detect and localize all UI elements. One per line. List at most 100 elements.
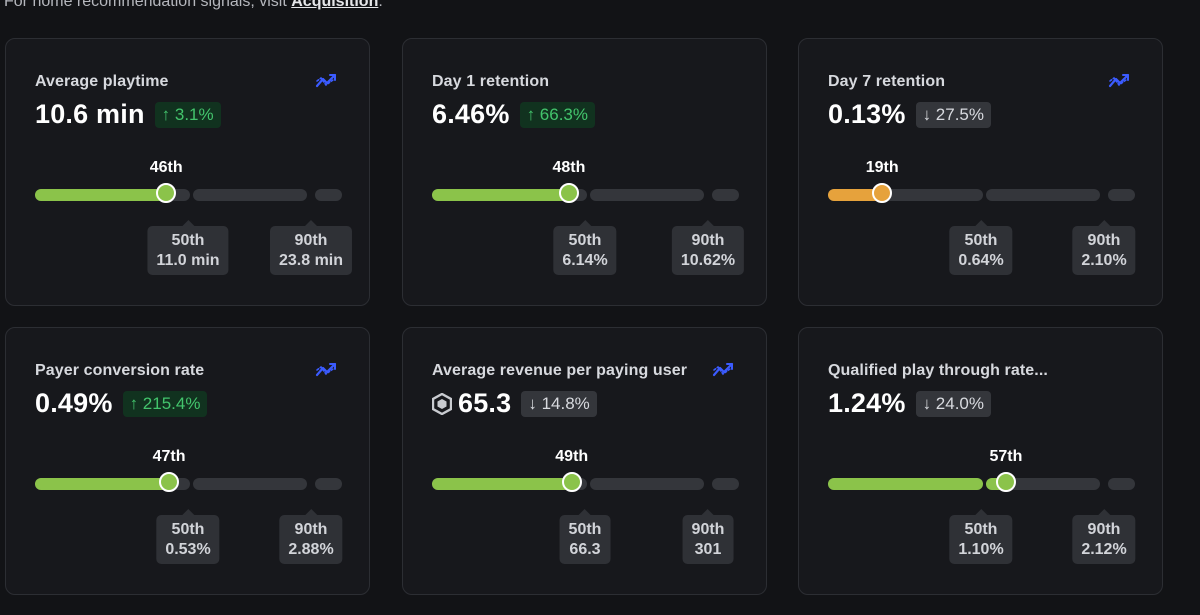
percentile-marker[interactable] bbox=[558, 183, 579, 203]
value-row: 10.6 min ↑ 3.1% bbox=[35, 99, 221, 130]
trend-sparkle-icon[interactable] bbox=[1108, 71, 1132, 91]
track-segment-above-90th bbox=[315, 189, 342, 201]
percentile-fill bbox=[828, 478, 983, 490]
trend-sparkle-icon[interactable] bbox=[315, 360, 339, 380]
benchmark-50th[interactable]: 50th 0.53% bbox=[156, 509, 220, 564]
metric-value: 6.46% bbox=[432, 99, 510, 129]
benchmark-label: 90th bbox=[294, 521, 328, 538]
benchmark-90th[interactable]: 90th 2.10% bbox=[1072, 220, 1136, 275]
track-segment-median-to-90th bbox=[986, 189, 1100, 201]
percentile-bar: 48th 50th 6.14% 90th 10.62% bbox=[432, 151, 745, 291]
benchmark-label: 50th bbox=[171, 232, 205, 249]
percentile-marker[interactable] bbox=[159, 472, 180, 492]
percentile-label: 47th bbox=[152, 448, 186, 465]
metric-value: 10.6 min bbox=[35, 99, 145, 129]
benchmark-label: 50th bbox=[568, 521, 602, 538]
metric-title: Day 7 retention bbox=[828, 73, 946, 90]
benchmark-90th[interactable]: 90th 23.8 min bbox=[269, 220, 353, 275]
percentile-label: 49th bbox=[555, 448, 589, 465]
track-segment-above-90th bbox=[1108, 189, 1135, 201]
benchmark-50th[interactable]: 50th 1.10% bbox=[949, 509, 1013, 564]
delta-badge: ↓ 14.8% bbox=[521, 390, 597, 417]
metric-card-qualified-play-through-rate[interactable]: Qualified play through rate... 1.24% ↓ 24.… bbox=[798, 327, 1163, 595]
metric-title: Day 1 retention bbox=[432, 73, 550, 90]
benchmark-label: 50th bbox=[171, 521, 205, 538]
percentile-label: 48th bbox=[552, 159, 586, 176]
benchmark-90th[interactable]: 90th 10.62% bbox=[671, 220, 745, 275]
metric-value: 0.13% bbox=[828, 99, 906, 129]
benchmark-50th[interactable]: 50th 11.0 min bbox=[147, 220, 229, 275]
track-segment-median-to-90th bbox=[193, 189, 307, 201]
benchmark-90th[interactable]: 90th 301 bbox=[682, 509, 734, 564]
percentile-marker[interactable] bbox=[561, 472, 582, 492]
benchmark-label: 90th bbox=[1087, 521, 1121, 538]
percentile-bar: 46th 50th 11.0 min 90th 23.8 min bbox=[35, 151, 353, 291]
benchmark-value: 6.14% bbox=[562, 252, 608, 269]
percentile-fill bbox=[432, 478, 572, 490]
benchmark-value: 2.88% bbox=[288, 541, 334, 558]
benchmark-value: 0.53% bbox=[165, 541, 211, 558]
benchmark-value: 1.10% bbox=[958, 541, 1004, 558]
value-row: 0.13% ↓ 27.5% bbox=[828, 99, 991, 130]
percentile-label: 57th bbox=[989, 448, 1023, 465]
percentile-bar: 19th 50th 0.64% 90th 2.10% bbox=[828, 151, 1138, 291]
benchmark-50th[interactable]: 50th 66.3 bbox=[559, 509, 611, 564]
track-segment-above-90th bbox=[712, 189, 739, 201]
benchmark-label: 50th bbox=[964, 521, 998, 538]
trend-sparkle-icon[interactable] bbox=[315, 71, 339, 91]
metric-value: 65.3 bbox=[458, 388, 512, 418]
percentile-fill bbox=[828, 189, 883, 201]
value-row: 0.49% ↑ 215.4% bbox=[35, 388, 208, 419]
header-note: For home recommendation signals, visit A… bbox=[4, 0, 383, 11]
percentile-bar: 49th 50th 66.3 90th 301 bbox=[432, 440, 742, 580]
benchmark-value: 0.64% bbox=[958, 252, 1004, 269]
benchmark-label: 90th bbox=[294, 232, 328, 249]
metric-title: Payer conversion rate bbox=[35, 362, 205, 379]
metric-title: Average revenue per paying user bbox=[432, 362, 688, 379]
benchmark-value: 301 bbox=[694, 541, 722, 558]
robux-icon bbox=[432, 392, 452, 415]
percentile-label: 19th bbox=[865, 159, 899, 176]
benchmark-value: 2.10% bbox=[1081, 252, 1127, 269]
trend-sparkle-icon[interactable] bbox=[712, 360, 736, 380]
metric-value: 0.49% bbox=[35, 388, 113, 418]
track-segment-above-90th bbox=[315, 478, 342, 490]
delta-badge: ↓ 24.0% bbox=[915, 390, 991, 417]
percentile-label: 46th bbox=[149, 159, 183, 176]
benchmark-label: 50th bbox=[568, 232, 602, 249]
benchmark-value: 66.3 bbox=[569, 541, 601, 558]
delta-badge: ↓ 27.5% bbox=[915, 101, 991, 128]
metric-card-day-7-retention[interactable]: Day 7 retention 0.13% ↓ 27.5% 19th 50th 0.64… bbox=[798, 38, 1163, 306]
benchmark-label: 90th bbox=[691, 232, 725, 249]
track-segment-above-90th bbox=[1108, 478, 1135, 490]
delta-badge: ↑ 215.4% bbox=[122, 390, 208, 417]
benchmark-50th[interactable]: 50th 0.64% bbox=[949, 220, 1013, 275]
benchmark-value: 10.62% bbox=[680, 252, 736, 269]
percentile-marker[interactable] bbox=[156, 183, 177, 203]
percentile-marker[interactable] bbox=[872, 183, 893, 203]
benchmark-label: 90th bbox=[691, 521, 725, 538]
benchmark-90th[interactable]: 90th 2.12% bbox=[1072, 509, 1136, 564]
metric-card-day-1-retention[interactable]: Day 1 retention 6.46% ↑ 66.3% 48th 50th 6.14%… bbox=[402, 38, 767, 306]
benchmark-90th[interactable]: 90th 2.88% bbox=[279, 509, 343, 564]
metric-card-payer-conversion-rate[interactable]: Payer conversion rate 0.49% ↑ 215.4% 47th 5… bbox=[5, 327, 370, 595]
percentile-bar: 57th 50th 1.10% 90th 2.12% bbox=[828, 440, 1138, 580]
percentile-fill bbox=[35, 189, 167, 201]
metric-card-average-revenue-per-paying-user[interactable]: Average revenue per paying user 65.3 ↓ 14… bbox=[402, 327, 767, 595]
benchmark-value: 23.8 min bbox=[278, 252, 344, 269]
benchmark-value: 2.12% bbox=[1081, 541, 1127, 558]
track-segment-median-to-90th bbox=[193, 478, 307, 490]
metric-card-average-playtime[interactable]: Average playtime 10.6 min ↑ 3.1% 46th 50th 1… bbox=[5, 38, 370, 306]
acquisition-link[interactable]: Acquisition bbox=[291, 0, 379, 10]
track-segment-above-90th bbox=[712, 478, 739, 490]
benchmark-label: 90th bbox=[1087, 232, 1121, 249]
benchmark-50th[interactable]: 50th 6.14% bbox=[553, 220, 617, 275]
header-note-suffix: . bbox=[378, 0, 383, 10]
delta-badge: ↑ 66.3% bbox=[519, 101, 595, 128]
value-row: 1.24% ↓ 24.0% bbox=[828, 388, 991, 419]
percentile-marker[interactable] bbox=[995, 472, 1016, 492]
value-row: 6.46% ↑ 66.3% bbox=[432, 99, 595, 130]
metric-title: Average playtime bbox=[35, 73, 169, 90]
header-note-text: For home recommendation signals, visit bbox=[4, 0, 292, 10]
metric-title: Qualified play through rate... bbox=[828, 362, 1048, 379]
